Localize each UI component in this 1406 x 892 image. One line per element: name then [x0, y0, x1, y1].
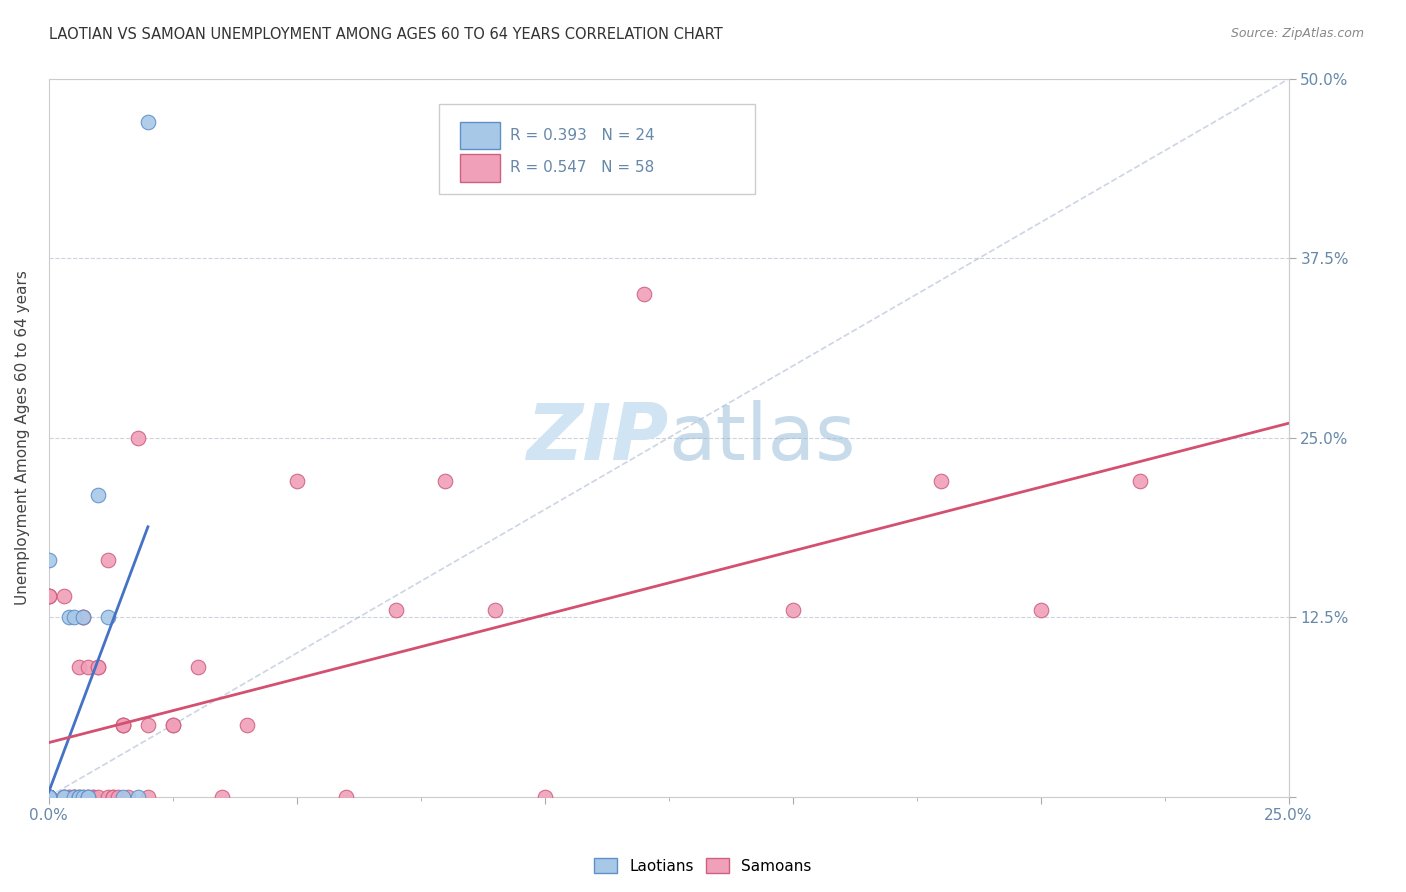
Point — [52, 589, 75, 603]
Point — [38, 789, 60, 804]
Point — [112, 718, 135, 732]
Point — [52, 789, 75, 804]
Point — [1129, 474, 1152, 488]
Text: R = 0.547   N = 58: R = 0.547 N = 58 — [510, 161, 654, 176]
Point — [72, 610, 94, 624]
Point — [82, 789, 104, 804]
Point — [87, 488, 110, 502]
Point — [58, 789, 80, 804]
Text: LAOTIAN VS SAMOAN UNEMPLOYMENT AMONG AGES 60 TO 64 YEARS CORRELATION CHART: LAOTIAN VS SAMOAN UNEMPLOYMENT AMONG AGE… — [49, 27, 723, 42]
Point — [72, 610, 94, 624]
Point — [52, 789, 75, 804]
Point — [103, 789, 125, 804]
Point — [87, 660, 110, 674]
Text: Source: ZipAtlas.com: Source: ZipAtlas.com — [1230, 27, 1364, 40]
Point — [107, 789, 129, 804]
Point — [97, 553, 120, 567]
Point — [38, 789, 60, 804]
Point — [162, 718, 184, 732]
Point — [38, 589, 60, 603]
Point — [97, 789, 120, 804]
Point — [112, 718, 135, 732]
Point — [62, 789, 84, 804]
Point — [87, 789, 110, 804]
Point — [52, 789, 75, 804]
Point — [38, 589, 60, 603]
Point — [38, 789, 60, 804]
Point — [484, 603, 506, 617]
FancyBboxPatch shape — [460, 154, 501, 182]
Point — [127, 789, 149, 804]
FancyBboxPatch shape — [439, 104, 755, 194]
Point — [62, 789, 84, 804]
Point — [103, 789, 125, 804]
Point — [335, 789, 357, 804]
Text: ZIP: ZIP — [526, 400, 669, 475]
Point — [52, 789, 75, 804]
Point — [236, 718, 259, 732]
Point — [67, 660, 90, 674]
Point — [72, 789, 94, 804]
Point — [62, 610, 84, 624]
Text: R = 0.393   N = 24: R = 0.393 N = 24 — [510, 128, 655, 144]
Point — [38, 789, 60, 804]
Point — [112, 789, 135, 804]
Point — [77, 789, 100, 804]
Point — [782, 603, 804, 617]
FancyBboxPatch shape — [460, 122, 501, 149]
Point — [162, 718, 184, 732]
Point — [38, 789, 60, 804]
Point — [67, 789, 90, 804]
Point — [62, 789, 84, 804]
Point — [136, 115, 159, 129]
Point — [38, 789, 60, 804]
Point — [82, 789, 104, 804]
Point — [97, 610, 120, 624]
Point — [117, 789, 139, 804]
Point — [38, 789, 60, 804]
Point — [38, 789, 60, 804]
Point — [38, 553, 60, 567]
Point — [533, 789, 555, 804]
Point — [136, 789, 159, 804]
Point — [931, 474, 953, 488]
Point — [77, 660, 100, 674]
Text: atlas: atlas — [669, 400, 856, 475]
Point — [58, 610, 80, 624]
Point — [112, 718, 135, 732]
Point — [434, 474, 457, 488]
Point — [62, 789, 84, 804]
Point — [38, 789, 60, 804]
Point — [67, 789, 90, 804]
Point — [77, 789, 100, 804]
Point — [186, 660, 208, 674]
Point — [38, 789, 60, 804]
Point — [38, 789, 60, 804]
Point — [285, 474, 308, 488]
Y-axis label: Unemployment Among Ages 60 to 64 years: Unemployment Among Ages 60 to 64 years — [15, 270, 30, 606]
Point — [67, 789, 90, 804]
Point — [72, 610, 94, 624]
Point — [38, 789, 60, 804]
Point — [38, 589, 60, 603]
Point — [38, 789, 60, 804]
Legend: Laotians, Samoans: Laotians, Samoans — [588, 852, 818, 880]
Point — [136, 718, 159, 732]
Point — [127, 431, 149, 445]
Point — [87, 660, 110, 674]
Point — [1029, 603, 1052, 617]
Point — [58, 789, 80, 804]
Point — [38, 789, 60, 804]
Point — [385, 603, 408, 617]
Point — [633, 287, 655, 301]
Point — [211, 789, 233, 804]
Point — [72, 789, 94, 804]
Point — [77, 789, 100, 804]
